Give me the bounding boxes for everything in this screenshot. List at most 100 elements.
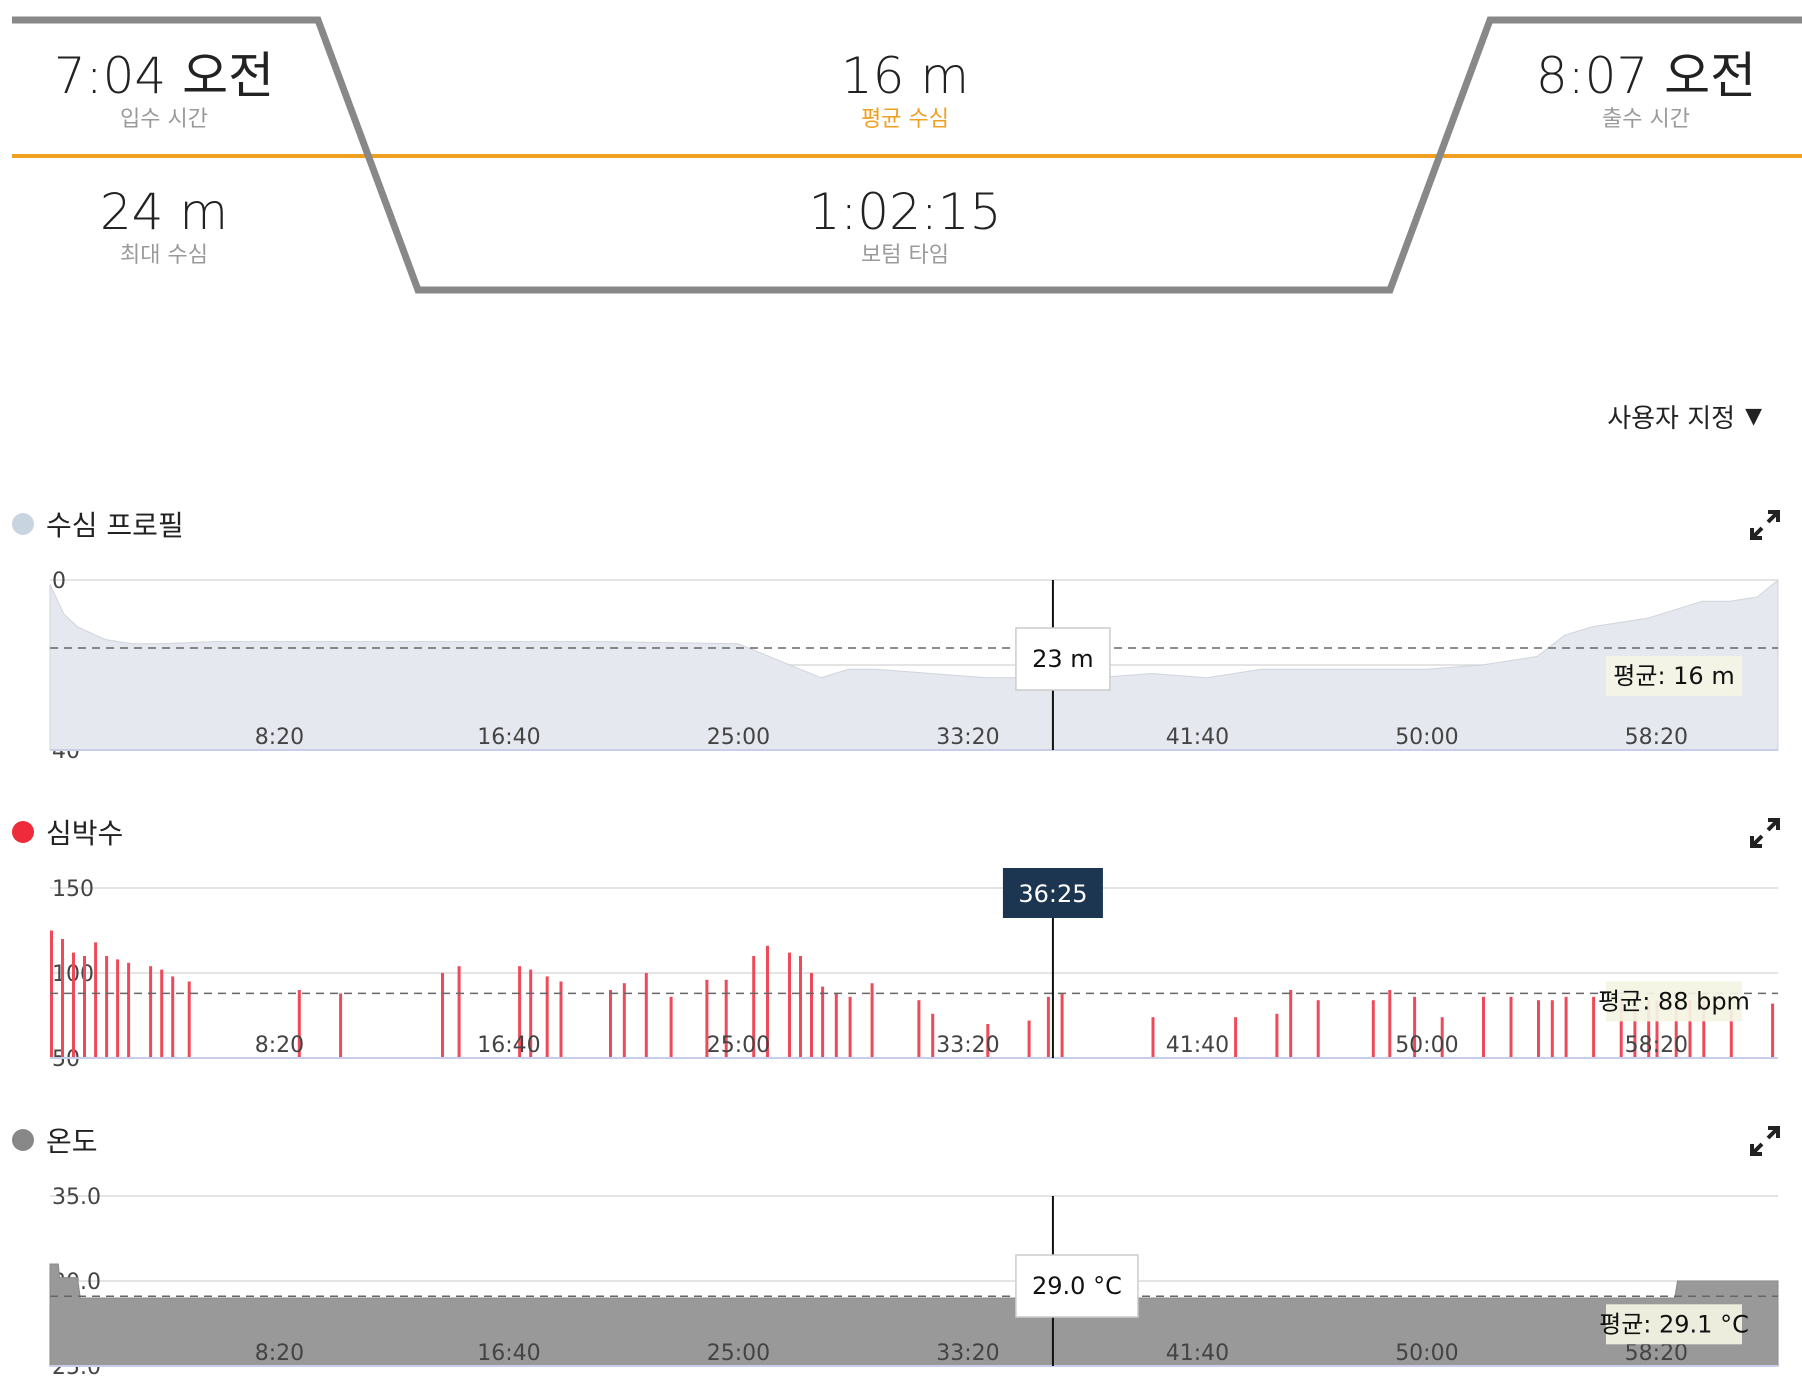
heart-rate-bar xyxy=(834,993,838,1058)
x-tick-label: 16:40 xyxy=(477,725,540,750)
cursor-value-tooltip: 29.0 °C xyxy=(1015,1254,1139,1318)
expand-icon[interactable] xyxy=(1748,816,1782,850)
heart-rate-bar xyxy=(1151,1017,1155,1058)
area-series xyxy=(49,1263,1779,1367)
heart-rate-bar xyxy=(116,959,120,1058)
svg-text:평균: 88 bpm: 평균: 88 bpm xyxy=(1598,987,1750,1015)
x-tick-label: 16:40 xyxy=(477,1341,540,1366)
entry-time-label: 입수 시간 xyxy=(120,107,208,132)
cursor-time-tooltip: 36:25 xyxy=(1002,868,1103,918)
exit-time-label: 출수 시간 xyxy=(1602,107,1690,132)
x-tick-label: 33:20 xyxy=(936,1033,999,1058)
expand-icon[interactable] xyxy=(1748,1124,1782,1158)
depth-chart[interactable]: 020408:2016:4025:0033:2041:4050:0058:20평… xyxy=(0,560,1802,760)
avg-depth-label: 평균 수심 xyxy=(861,107,949,132)
svg-text:29.0 °C: 29.0 °C xyxy=(1032,1272,1122,1300)
heart-rate-bar xyxy=(149,966,153,1058)
expand-icon[interactable] xyxy=(1748,508,1782,542)
avg-depth-stat: 16 m 평균 수심 xyxy=(725,48,1085,134)
x-tick-label: 50:00 xyxy=(1395,1341,1458,1366)
exit-time-stat: 8:07 오전 출수 시간 xyxy=(1466,48,1802,134)
heart-rate-bar xyxy=(1289,990,1293,1058)
heart-rate-bar xyxy=(1592,996,1596,1058)
heart-rate-bar xyxy=(821,986,825,1058)
exit-time-value: 8:07 오전 xyxy=(1535,47,1757,105)
x-tick-label: 33:20 xyxy=(936,725,999,750)
heart-rate-bar xyxy=(788,952,791,1058)
heart-rate-bar xyxy=(1702,1000,1706,1058)
heart-rate-bar xyxy=(1674,1000,1678,1058)
heart-rate-bar xyxy=(72,952,75,1058)
heart-rate-bar xyxy=(724,979,728,1058)
heart-rate-bar xyxy=(61,939,64,1058)
depth-chart-title-text: 수심 프로필 xyxy=(46,509,184,542)
temperature-chart-title: 온도 xyxy=(12,1120,98,1160)
heart-rate-chart-title: 심박수 xyxy=(12,812,123,852)
heart-rate-bar xyxy=(1688,1000,1692,1058)
y-tick-label: 35.0 xyxy=(52,1185,101,1210)
triangle-down-icon: ▼ xyxy=(1745,404,1762,429)
bottom-time-value: 1:02:15 xyxy=(808,183,1002,241)
avg-depth-value: 16 m xyxy=(840,47,970,105)
x-tick-label: 25:00 xyxy=(707,725,770,750)
heart-rate-bar xyxy=(1655,1000,1659,1058)
x-tick-label: 16:40 xyxy=(477,1033,540,1058)
x-tick-label: 50:00 xyxy=(1395,725,1458,750)
heart-rate-bar xyxy=(518,966,522,1058)
svg-text:평균: 16 m: 평균: 16 m xyxy=(1613,662,1734,690)
x-tick-label: 25:00 xyxy=(707,1341,770,1366)
heart-rate-bar xyxy=(297,990,301,1058)
cursor-value-tooltip: 23 m xyxy=(1015,627,1111,691)
heart-rate-bar xyxy=(94,942,98,1058)
temperature-chart[interactable]: 35.030.025.08:2016:4025:0033:2041:4050:0… xyxy=(0,1176,1802,1376)
x-tick-label: 41:40 xyxy=(1166,1341,1229,1366)
heart-rate-bar xyxy=(848,996,852,1058)
bottom-time-stat: 1:02:15 보텀 타임 xyxy=(725,184,1085,270)
heart-rate-bar xyxy=(766,945,769,1058)
heart-rate-bar xyxy=(1550,1000,1554,1058)
heart-rate-bar xyxy=(1371,1000,1375,1058)
heart-rate-bar xyxy=(1619,996,1623,1058)
x-tick-label: 25:00 xyxy=(707,1033,770,1058)
average-label: 평균: 29.1 °C xyxy=(1599,1304,1749,1345)
heart-rate-bar xyxy=(559,981,563,1058)
svg-text:평균: 29.1 °C: 평균: 29.1 °C xyxy=(1599,1310,1749,1338)
heart-rate-bar xyxy=(669,996,673,1058)
depth-chart-panel: 수심 프로필 020408:2016:4025:0033:2041:4050:0… xyxy=(0,500,1802,770)
heart-rate-chart[interactable]: 150100508:2016:4025:0033:2041:4050:0058:… xyxy=(0,868,1802,1068)
heart-rate-bar xyxy=(1316,1000,1320,1058)
x-tick-label: 58:20 xyxy=(1625,1341,1688,1366)
heart-rate-bar xyxy=(1633,996,1637,1058)
heart-rate-bar xyxy=(810,973,813,1058)
svg-text:23 m: 23 m xyxy=(1032,645,1094,673)
x-tick-label: 33:20 xyxy=(936,1341,999,1366)
heart-rate-chart-panel: 심박수 150100508:2016:4025:0033:2041:4050:0… xyxy=(0,808,1802,1078)
x-tick-label: 8:20 xyxy=(255,1033,304,1058)
heart-rate-bar xyxy=(705,979,709,1058)
heart-rate-bar xyxy=(127,962,131,1058)
heart-rate-bar xyxy=(622,983,626,1058)
customize-dropdown-button[interactable]: 사용자 지정 ▼ xyxy=(1607,398,1762,435)
entry-time-value: 7:04 오전 xyxy=(53,47,275,105)
heart-rate-bar xyxy=(917,1000,921,1058)
heart-rate-bar xyxy=(171,976,175,1058)
heart-rate-bar xyxy=(1509,996,1513,1058)
x-tick-label: 41:40 xyxy=(1166,1033,1229,1058)
dive-shape-outline xyxy=(12,16,1802,294)
heart-rate-bar xyxy=(1413,996,1417,1058)
max-depth-stat: 24 m 최대 수심 xyxy=(0,184,344,270)
x-tick-label: 58:20 xyxy=(1625,1033,1688,1058)
y-tick-label: 150 xyxy=(52,877,94,902)
heart-rate-bar xyxy=(457,966,461,1058)
heart-rate-bar xyxy=(441,973,444,1058)
heart-rate-bar xyxy=(1440,1017,1444,1058)
svg-text:36:25: 36:25 xyxy=(1018,880,1087,908)
entry-time-stat: 7:04 오전 입수 시간 xyxy=(0,48,344,134)
heart-rate-bar xyxy=(1482,996,1485,1058)
heart-rate-bar xyxy=(799,956,802,1058)
heart-rate-bar xyxy=(50,930,53,1058)
temperature-chart-title-text: 온도 xyxy=(46,1125,98,1158)
heart-rate-bar xyxy=(752,956,756,1058)
x-tick-label: 8:20 xyxy=(255,1341,304,1366)
heart-rate-bar xyxy=(529,969,533,1058)
